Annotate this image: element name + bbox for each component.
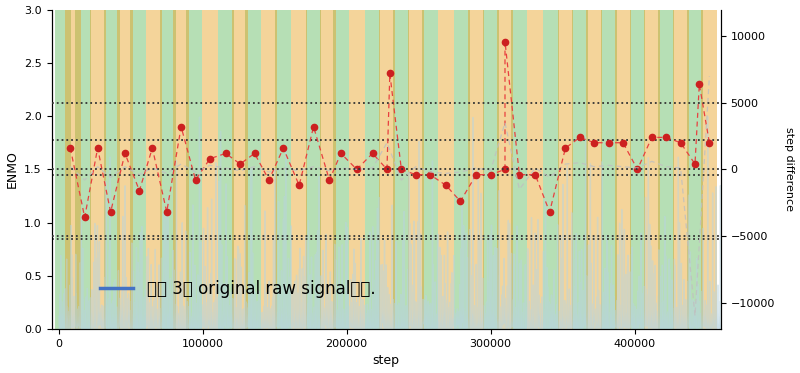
Bar (615, 10, 631, 329)
Y-axis label: step difference: step difference (785, 127, 794, 211)
Bar (543, 10, 559, 329)
Bar (130, 10, 146, 329)
Bar (630, 10, 646, 329)
Bar (320, 10, 336, 329)
Bar (408, 10, 424, 329)
Bar (146, 10, 162, 329)
Bar (379, 10, 395, 329)
Bar (117, 10, 133, 329)
Bar (438, 10, 454, 329)
X-axis label: step: step (373, 354, 400, 367)
Bar (586, 10, 602, 329)
Bar (75, 10, 91, 329)
Bar (55, 10, 71, 329)
Bar (90, 10, 106, 329)
Bar (394, 10, 410, 329)
Bar (202, 10, 218, 329)
Bar (454, 10, 470, 329)
Bar (497, 10, 513, 329)
Legend: 초반 3일 original raw signal사용.: 초반 3일 original raw signal사용. (94, 273, 382, 305)
Bar (527, 10, 543, 329)
Bar (601, 10, 617, 329)
Bar (160, 10, 176, 329)
Y-axis label: ENMO: ENMO (6, 150, 18, 188)
Bar (658, 10, 674, 329)
Bar (365, 10, 381, 329)
Bar (558, 10, 574, 329)
Bar (186, 10, 202, 329)
Bar (572, 10, 588, 329)
Bar (291, 10, 307, 329)
Bar (232, 10, 248, 329)
Bar (104, 10, 120, 329)
Bar (511, 10, 527, 329)
Bar (687, 10, 703, 329)
Bar (333, 10, 349, 329)
Bar (673, 10, 689, 329)
Bar (702, 10, 718, 329)
Bar (275, 10, 291, 329)
Bar (422, 10, 438, 329)
Bar (482, 10, 498, 329)
Bar (245, 10, 261, 329)
Bar (306, 10, 322, 329)
Bar (349, 10, 365, 329)
Bar (218, 10, 234, 329)
Bar (644, 10, 660, 329)
Bar (468, 10, 484, 329)
Bar (174, 10, 189, 329)
Bar (66, 10, 81, 329)
Bar (261, 10, 277, 329)
